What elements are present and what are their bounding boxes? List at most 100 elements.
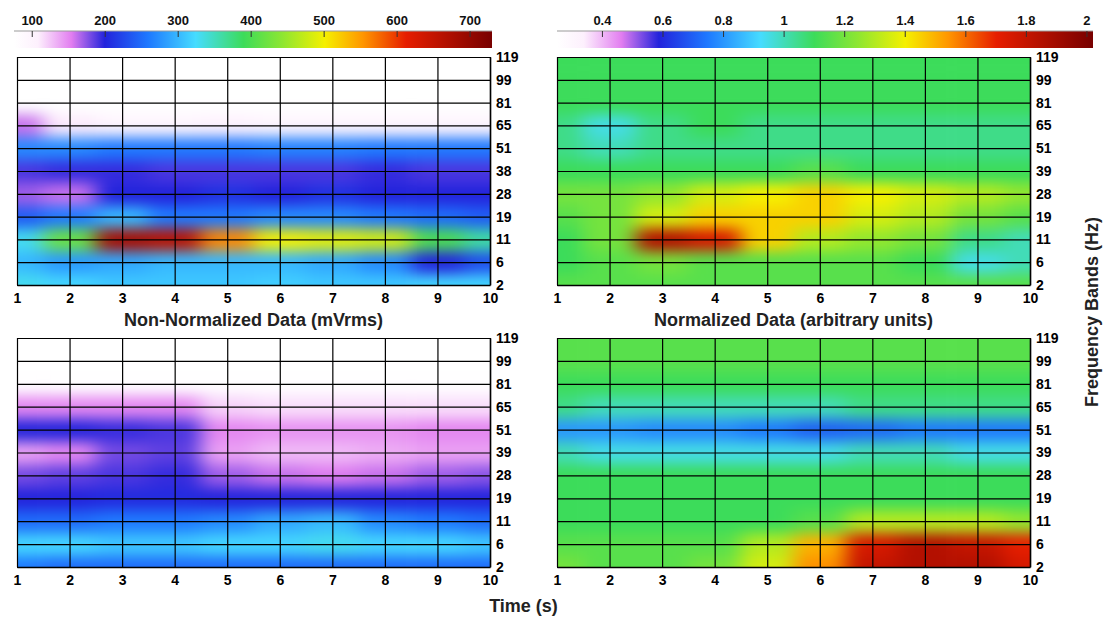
plot-area <box>557 338 1030 567</box>
plot-area <box>17 57 490 285</box>
heat-cells <box>557 57 1030 285</box>
colorbar-tick <box>1026 31 1027 37</box>
grid-line <box>557 57 1030 58</box>
x-tick: 9 <box>434 338 442 588</box>
y-tick-label: 119 <box>1036 49 1059 65</box>
x-tick-label: 9 <box>974 290 982 306</box>
colorbar-tick <box>965 31 966 37</box>
grid-line <box>17 125 490 126</box>
x-tick: 3 <box>659 57 667 306</box>
colorbar-tick-label: 0.6 <box>654 13 672 28</box>
colorbar-tick-label: 1 <box>781 13 788 28</box>
y-tick: 119 <box>17 330 519 346</box>
grid-line <box>17 80 490 81</box>
x-tick: 4 <box>171 57 179 306</box>
grid-line <box>557 498 1030 499</box>
y-tick-label: 2 <box>1036 559 1044 575</box>
grid-line <box>17 171 490 172</box>
grid-line <box>557 544 1030 545</box>
x-tick-label: 8 <box>921 290 929 306</box>
grid-line <box>17 407 490 408</box>
colorbar-tick <box>251 31 252 37</box>
y-tick: 39 <box>557 444 1052 460</box>
y-tick-label: 2 <box>496 559 504 575</box>
x-tick: 1 <box>14 338 22 588</box>
colorbar-tick <box>324 31 325 37</box>
x-tick: 5 <box>764 338 772 588</box>
y-tick-label: 99 <box>496 353 512 369</box>
x-tick: 9 <box>974 338 982 588</box>
y-tick-label: 99 <box>496 72 512 88</box>
y-tick: 19 <box>557 490 1052 506</box>
y-tick: 2 <box>557 559 1044 575</box>
panel-title: Non-Normalized Data (mVrms) <box>124 310 383 330</box>
colorbar-tick <box>784 31 785 37</box>
x-axis: 12345678910 <box>554 57 1039 306</box>
grid-line <box>557 338 1030 339</box>
y-tick-label: 19 <box>496 490 512 506</box>
x-tick-label: 1 <box>554 290 562 306</box>
heat-cell <box>557 274 584 285</box>
panel: 12345678910261119283951658199119 <box>497 278 1091 626</box>
colorbar-tick-label: 100 <box>21 13 43 28</box>
grid-line <box>557 384 1030 385</box>
grid-line <box>17 102 490 103</box>
colorbar-tick <box>470 31 471 37</box>
grid-line <box>557 239 1030 240</box>
x-axis: 12345678910 <box>14 57 499 306</box>
heat-cell <box>1004 57 1030 69</box>
y-axis-title: Frequency Bands (Hz) <box>1082 217 1102 407</box>
x-tick-label: 6 <box>816 290 824 306</box>
x-tick-label: 3 <box>659 572 667 588</box>
x-tick: 6 <box>816 57 824 306</box>
y-tick-label: 28 <box>496 186 512 202</box>
y-tick: 119 <box>17 49 519 65</box>
grid-line <box>17 361 490 362</box>
y-tick-label: 28 <box>496 467 512 483</box>
y-tick-label: 19 <box>1036 209 1052 225</box>
colorbar-tick-label: 1.2 <box>836 13 854 28</box>
x-tick-label: 4 <box>711 290 719 306</box>
colorbar-tick <box>662 31 663 37</box>
grid-line <box>557 80 1030 81</box>
x-tick-label: 2 <box>66 290 74 306</box>
y-tick-label: 119 <box>496 49 519 65</box>
x-tick: 2 <box>606 57 614 306</box>
y-tick: 11 <box>557 231 1051 247</box>
heat-cells <box>557 338 1030 567</box>
colorbar-axis <box>557 31 1093 32</box>
colorbar-tick-label: 1.8 <box>1017 13 1035 28</box>
colorbar-strip <box>557 31 1093 48</box>
x-tick-label: 3 <box>119 290 127 306</box>
x-tick-label: 5 <box>764 572 772 588</box>
y-tick-label: 11 <box>496 513 511 529</box>
colorbar-tick-label: 1.6 <box>957 13 975 28</box>
y-tick-label: 99 <box>1036 72 1052 88</box>
y-tick: 6 <box>17 254 504 270</box>
y-tick: 11 <box>17 231 511 247</box>
grid-line <box>557 452 1030 453</box>
y-tick-label: 28 <box>1036 467 1052 483</box>
y-tick: 65 <box>17 117 512 133</box>
y-tick: 51 <box>557 422 1052 438</box>
plot-background <box>17 338 490 567</box>
panel: 12345678910261119283951658199119Normaliz… <box>497 0 1091 346</box>
x-tick: 6 <box>276 338 284 588</box>
colorbar-tick <box>32 31 33 37</box>
y-tick-label: 11 <box>1036 231 1051 247</box>
y-tick: 38 <box>17 163 512 179</box>
y-tick-label: 19 <box>1036 490 1052 506</box>
heat-cell <box>557 556 584 567</box>
grid-line <box>1030 57 1031 285</box>
y-tick: 81 <box>17 95 512 111</box>
colorbar-tick <box>723 31 724 37</box>
grid-line <box>557 430 1030 431</box>
panel: 12345678910261119283851658199119Non-Norm… <box>0 0 551 346</box>
grid-line <box>557 102 1030 103</box>
y-tick-label: 65 <box>496 399 512 415</box>
grid-line <box>557 171 1030 172</box>
x-tick: 7 <box>329 338 337 588</box>
grid-line <box>17 475 490 476</box>
y-tick-label: 2 <box>1036 277 1044 293</box>
plot-area <box>17 338 490 567</box>
